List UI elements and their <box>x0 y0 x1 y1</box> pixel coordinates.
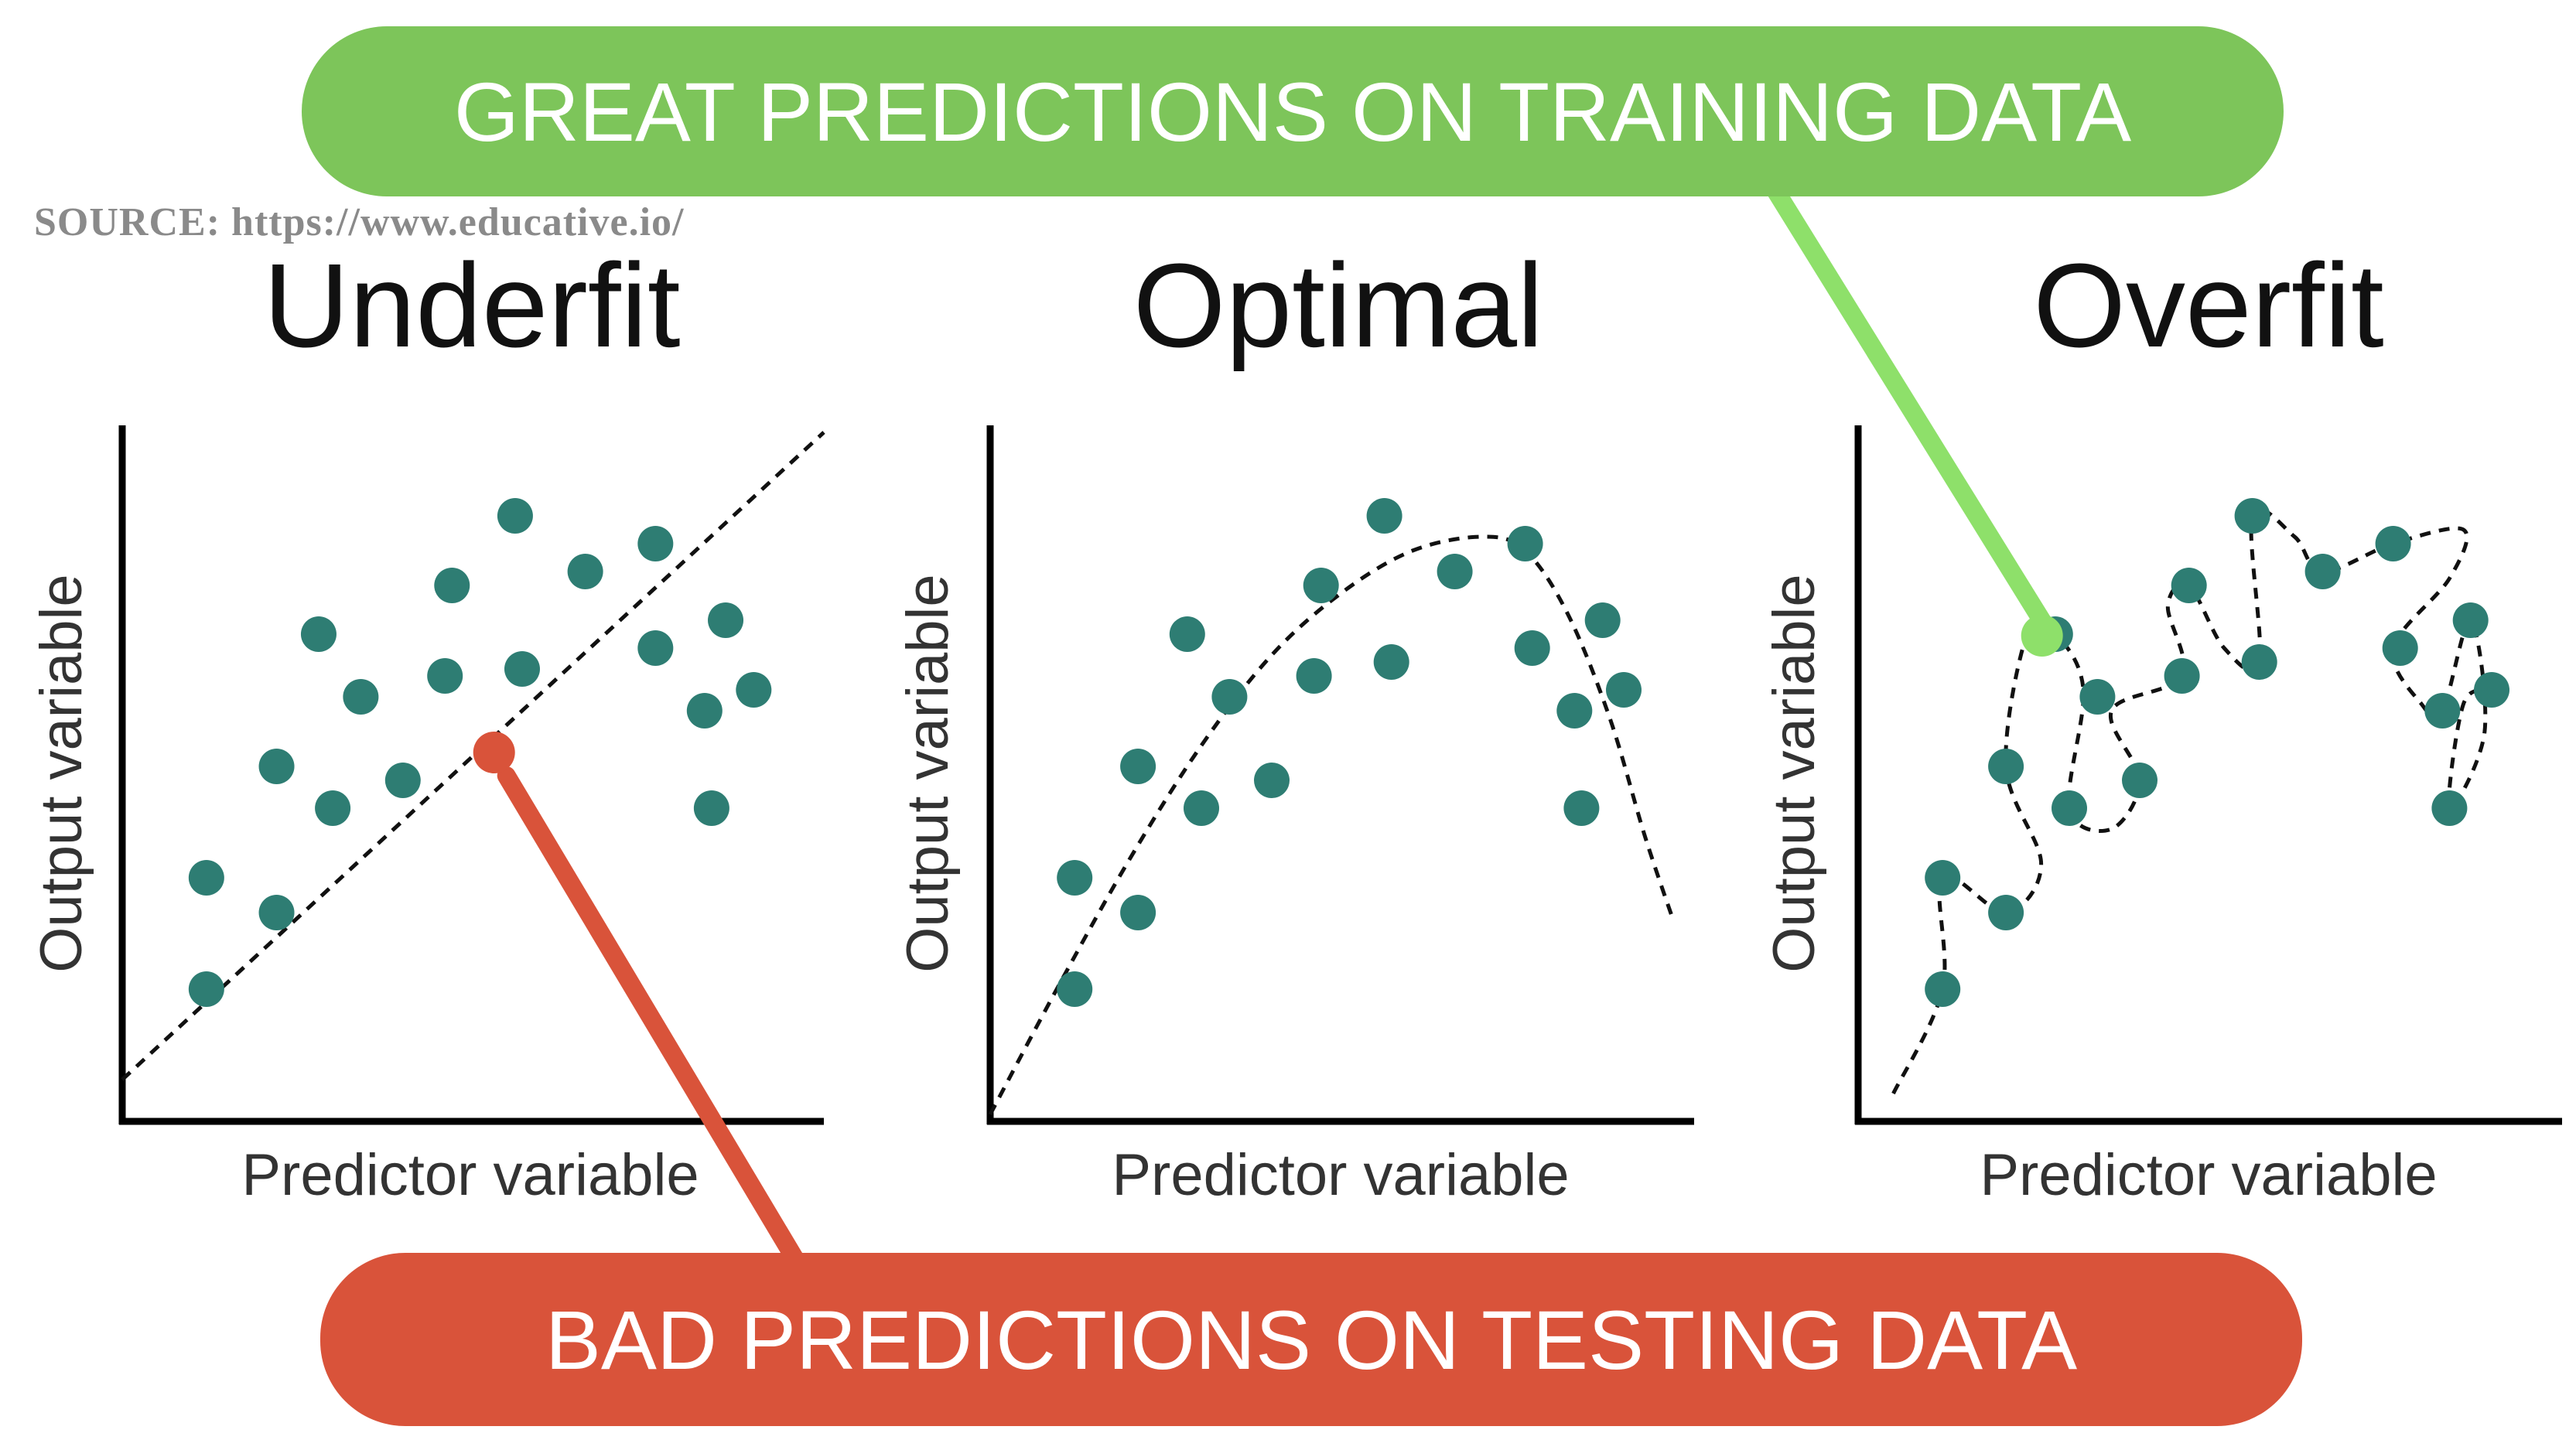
overfit-data-point-16 <box>2424 693 2461 729</box>
overfit-data-point-10 <box>2171 568 2207 603</box>
underfit-data-point-6 <box>300 616 337 652</box>
optimal-data-point-17 <box>1563 790 1600 826</box>
overfit-data-point-13 <box>2304 554 2341 589</box>
overfit-y-label: Output variable <box>1761 574 1827 973</box>
overfit-data-point-5 <box>2052 790 2087 826</box>
underfit-data-point-14 <box>637 526 674 561</box>
underfit-data-point-17 <box>693 790 729 826</box>
optimal-data-point-1 <box>1057 971 1093 1007</box>
optimal-data-point-14 <box>1507 526 1543 561</box>
overfit-data-point-14 <box>2375 526 2411 561</box>
optimal-title: Optimal <box>1133 239 1544 372</box>
underfit-fit-curve <box>121 431 825 1081</box>
source-text: SOURCE: https://www.educative.io/ <box>34 200 685 244</box>
training-callout: GREAT PREDICTIONS ON TRAINING DATA <box>302 26 2284 196</box>
overfit-title: Overfit <box>2033 239 2384 372</box>
underfit-y-label: Output variable <box>29 574 94 973</box>
optimal-data-point-5 <box>1184 790 1219 826</box>
underfit-data-point-5 <box>315 790 351 826</box>
underfit-data-point-8 <box>384 763 421 798</box>
training-leader-line <box>1762 175 2053 633</box>
testing-callout: BAD PREDICTIONS ON TESTING DATA <box>320 1253 2302 1426</box>
optimal-data-point-10 <box>1303 568 1339 603</box>
optimal-data-point-3 <box>1120 895 1156 930</box>
underfit-data-point-19 <box>736 672 772 708</box>
overfit-data-point-3 <box>1988 895 2024 930</box>
overfit-data-point-7 <box>2079 679 2116 715</box>
underfit-data-point-11 <box>504 651 540 687</box>
optimal-data-point-8 <box>1254 763 1290 798</box>
underfit-data-point-9 <box>427 658 463 694</box>
underfit-title: Underfit <box>263 239 681 372</box>
optimal-data-point-12 <box>1366 498 1402 534</box>
underfit-data-point-13 <box>567 554 603 589</box>
underfit-data-point-12 <box>497 498 533 534</box>
overfit-data-point-4 <box>1988 749 2024 784</box>
overfit-data-point-9 <box>2164 658 2200 694</box>
optimal-data-point-9 <box>1296 658 1332 694</box>
overfit-data-point-18 <box>2452 602 2489 638</box>
overfit-x-label: Predictor variable <box>1980 1142 2438 1208</box>
underfit-data-point-1 <box>188 971 224 1007</box>
underfit-data-point-4 <box>258 749 295 784</box>
training-highlight-point <box>2021 615 2063 657</box>
optimal-data-point-15 <box>1514 630 1550 666</box>
optimal-data-point-2 <box>1057 860 1093 896</box>
underfit-data-point-7 <box>343 679 379 715</box>
underfit-data-point-16 <box>686 693 723 729</box>
overfit-data-point-17 <box>2431 790 2468 826</box>
optimal-data-point-16 <box>1556 693 1593 729</box>
optimal-fit-curve <box>988 534 1676 1116</box>
optimal-data-point-7 <box>1211 679 1248 715</box>
overfit-data-point-8 <box>2122 763 2157 798</box>
overfit-data-point-1 <box>1925 971 1961 1007</box>
optimal-data-point-18 <box>1584 602 1621 638</box>
optimal-x-label: Predictor variable <box>1112 1142 1570 1208</box>
underfit-data-point-18 <box>708 602 744 638</box>
optimal-data-point-4 <box>1120 749 1156 784</box>
underfit-x-label: Predictor variable <box>241 1142 699 1208</box>
training-callout-text: GREAT PREDICTIONS ON TRAINING DATA <box>453 64 2132 159</box>
overfit-data-point-11 <box>2241 644 2277 680</box>
testing-highlight-point <box>473 732 515 773</box>
underfit-data-point-15 <box>637 630 674 666</box>
testing-leader-line <box>497 766 810 1278</box>
underfit-data-point-2 <box>188 860 224 896</box>
optimal-data-point-11 <box>1373 644 1409 680</box>
optimal-data-point-6 <box>1169 616 1205 652</box>
overfit-data-point-15 <box>2382 630 2418 666</box>
underfit-data-point-3 <box>258 895 295 930</box>
overfit-data-point-19 <box>2474 672 2509 708</box>
testing-callout-text: BAD PREDICTIONS ON TESTING DATA <box>545 1292 2078 1387</box>
overfit-data-point-12 <box>2234 498 2270 534</box>
optimal-data-point-19 <box>1606 672 1642 708</box>
optimal-y-label: Output variable <box>895 574 961 973</box>
overfit-data-point-2 <box>1925 860 1961 896</box>
optimal-data-point-13 <box>1437 554 1473 589</box>
underfit-data-point-10 <box>434 568 470 603</box>
